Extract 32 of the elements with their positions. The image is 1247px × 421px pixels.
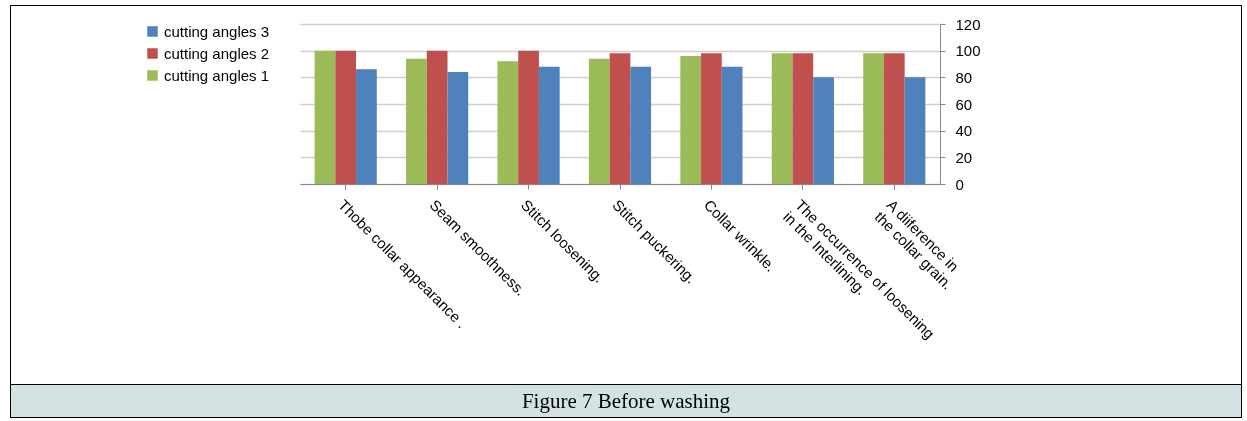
bar	[356, 69, 377, 184]
bar	[588, 58, 610, 184]
bar	[680, 56, 702, 184]
legend-label: cutting angles 3	[164, 22, 270, 40]
bar	[792, 53, 814, 184]
bar	[314, 50, 336, 184]
bar	[335, 50, 357, 184]
bar	[447, 72, 469, 184]
bar	[813, 77, 834, 184]
y-tick-label: 120	[955, 15, 981, 33]
bar	[863, 53, 884, 184]
bar	[904, 77, 926, 184]
bar	[721, 66, 743, 184]
legend-label: cutting angles 2	[164, 44, 270, 62]
bar	[883, 53, 905, 184]
y-tick-label: 20	[955, 148, 973, 166]
bar	[538, 66, 560, 184]
legend-label: cutting angles 1	[164, 66, 270, 84]
bar	[630, 66, 652, 184]
bar	[518, 50, 539, 184]
bar	[406, 58, 427, 184]
y-tick-label: 0	[955, 175, 964, 193]
bar	[497, 61, 519, 184]
bar	[426, 50, 448, 184]
bar	[771, 53, 793, 184]
bar	[701, 53, 722, 184]
y-tick-label: 60	[955, 95, 973, 113]
bar	[609, 53, 631, 184]
y-tick-label: 40	[955, 122, 973, 140]
y-tick-label: 80	[955, 68, 973, 86]
caption: Figure 7 Before washing	[10, 384, 1242, 418]
y-tick-label: 100	[955, 42, 981, 60]
